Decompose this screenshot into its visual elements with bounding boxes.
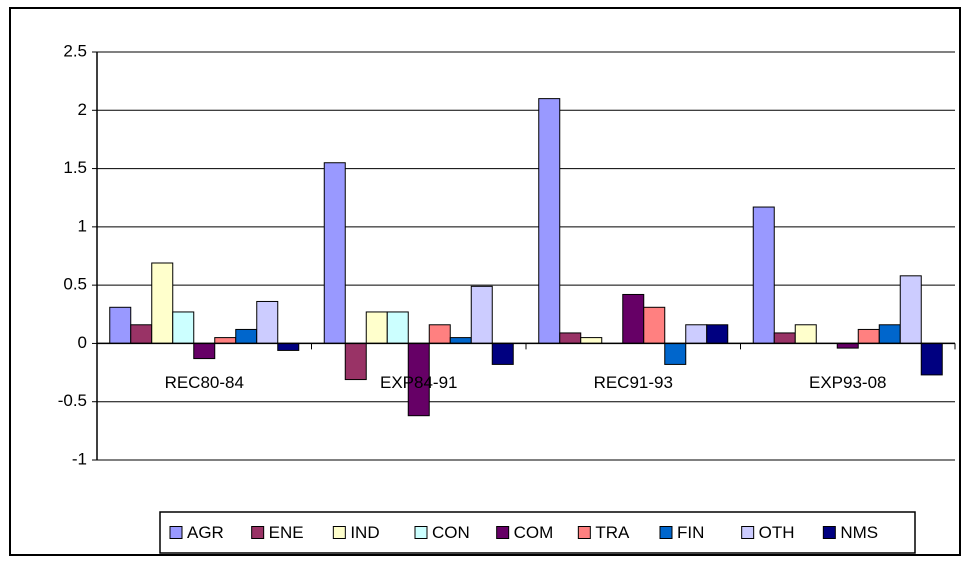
bar — [920, 342, 943, 376]
legend-swatch — [332, 526, 346, 539]
y-tick-label: 2.5 — [63, 41, 87, 60]
bar — [365, 311, 388, 344]
bar — [491, 342, 514, 365]
bar — [685, 324, 708, 344]
bar — [277, 342, 300, 351]
bar — [857, 328, 880, 344]
y-tick-label: 2 — [78, 100, 87, 119]
y-tick-label: 0 — [78, 333, 87, 352]
bar — [899, 275, 922, 344]
bar — [386, 311, 409, 344]
legend-swatch — [822, 526, 836, 539]
x-tick-label: EXP84-91 — [380, 373, 458, 392]
bar — [449, 337, 472, 344]
bar — [706, 324, 729, 344]
legend-label: NMS — [840, 523, 878, 542]
legend-swatch — [414, 526, 428, 539]
legend-swatch — [577, 526, 591, 539]
bar — [538, 98, 561, 344]
bar — [580, 337, 603, 344]
bar — [323, 162, 346, 344]
legend-label: TRA — [595, 523, 630, 542]
legend-label: IND — [350, 523, 379, 542]
bar — [172, 311, 195, 344]
bar — [752, 206, 775, 344]
legend-swatch — [169, 526, 183, 539]
bar — [344, 342, 367, 381]
legend-label: AGR — [187, 523, 224, 542]
bar — [428, 324, 451, 344]
legend-swatch — [741, 526, 755, 539]
bar — [773, 332, 796, 344]
bar — [151, 262, 174, 344]
bar — [559, 332, 582, 344]
x-tick-label: REC91-93 — [594, 373, 673, 392]
y-tick-label: -0.5 — [58, 391, 87, 410]
bar — [643, 306, 666, 344]
x-tick-label: REC80-84 — [165, 373, 244, 392]
y-tick-label: 0.5 — [63, 275, 87, 294]
bar — [256, 300, 279, 344]
y-tick-label: -1 — [72, 449, 87, 468]
bar — [794, 324, 817, 344]
bar — [193, 342, 216, 360]
legend-label: ENE — [269, 523, 304, 542]
bar — [235, 328, 258, 344]
bar — [664, 342, 687, 365]
legend-swatch — [251, 526, 265, 539]
legend-swatch — [659, 526, 673, 539]
bar — [109, 306, 132, 344]
legend-label: FIN — [677, 523, 704, 542]
bar — [214, 337, 237, 344]
x-tick-label: EXP93-08 — [809, 373, 887, 392]
bar — [622, 293, 645, 344]
bar — [878, 324, 901, 344]
bar — [470, 285, 493, 344]
legend-box — [159, 511, 916, 554]
legend-label: CON — [432, 523, 470, 542]
legend-label: COM — [514, 523, 554, 542]
legend-swatch — [496, 526, 510, 539]
y-tick-label: 1.5 — [63, 158, 87, 177]
legend-label: OTH — [759, 523, 795, 542]
bar — [130, 324, 153, 344]
y-tick-label: 1 — [78, 216, 87, 235]
